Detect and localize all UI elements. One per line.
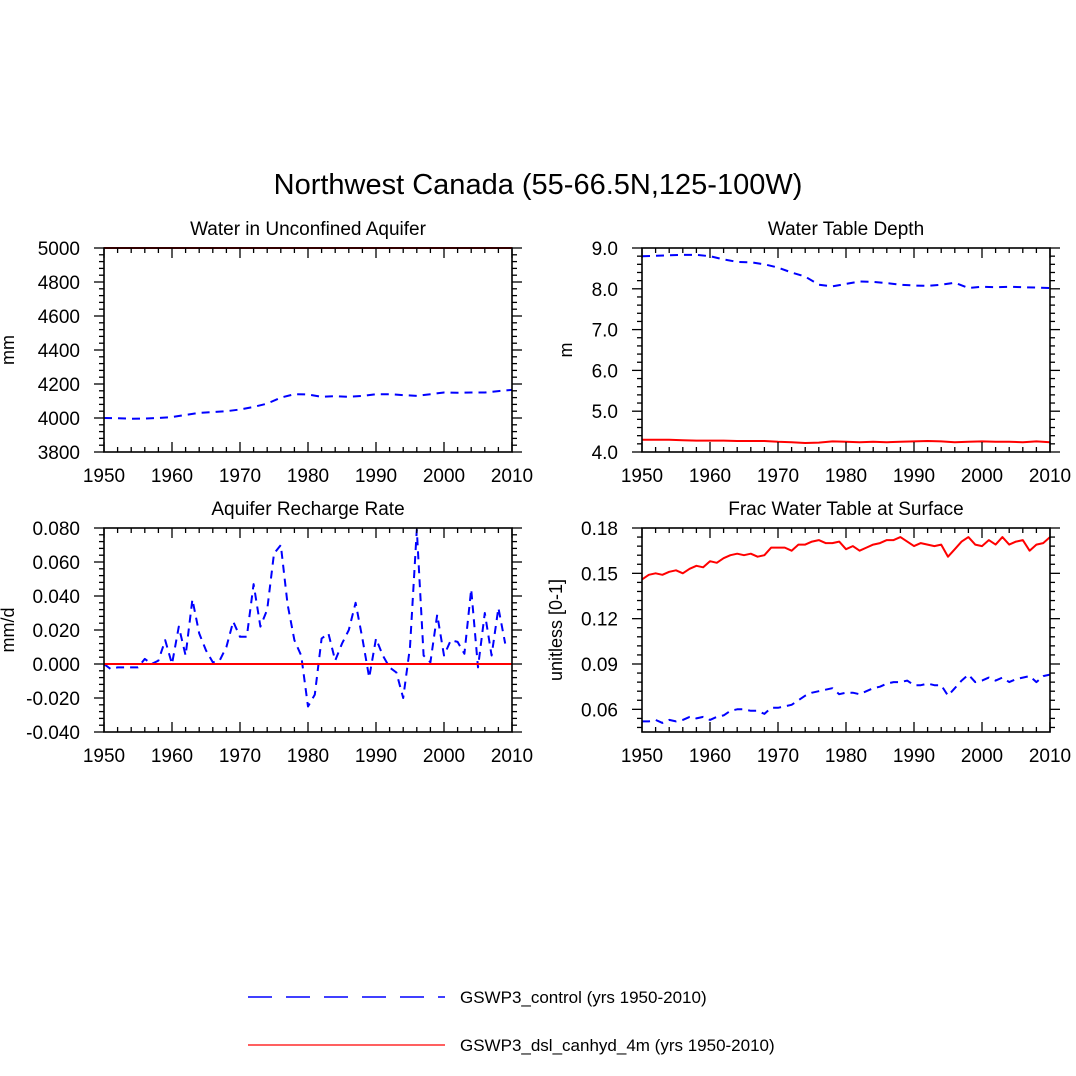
x-tick-label: 2000 [423,746,465,767]
x-tick-label: 1970 [219,466,261,487]
y-axis-label: mm/d [0,608,18,653]
y-tick-label: 4200 [38,375,80,396]
y-tick-label: 0.12 [581,610,618,631]
y-tick-label: 4000 [38,409,80,430]
x-tick-label: 1990 [893,746,935,767]
plot-frame [103,247,513,453]
x-tick-label: 2000 [961,466,1003,487]
x-tick-label: 1960 [151,746,193,767]
subplot-title: Aquifer Recharge Rate [211,499,404,520]
y-tick-label: 0.060 [32,553,80,574]
series-line-gswp3-dsl-canhyd-4m [642,536,1050,581]
x-tick-label: 2000 [423,466,465,487]
x-tick-label: 2010 [491,466,533,487]
x-tick-label: 1950 [83,466,125,487]
y-tick-label: 0.09 [581,655,618,676]
y-axis-label: unitless [0-1] [546,579,566,681]
x-tick-label: 1980 [287,746,329,767]
panel-frac-water-table-at-surface: Frac Water Table at Surface unitless [0-1… [546,499,1071,767]
subplot-title: Water Table Depth [768,219,924,240]
series-line-gswp3-control [642,673,1050,724]
y-tick-label: 4400 [38,341,80,362]
y-axis-label: m [556,343,576,358]
y-tick-label: 8.0 [592,280,618,301]
plot-frame [103,527,513,733]
y-tick-label: 0.040 [32,587,80,608]
y-tick-label: 4800 [38,273,80,294]
x-tick-label: 1950 [83,746,125,767]
x-tick-label: 1960 [689,466,731,487]
panel-water-table-depth: Water Table Depth m 1950 1960 1970 1980 1990 20… [556,219,1071,487]
y-tick-label: -0.020 [26,689,80,710]
series-line-gswp3-control [642,253,1050,289]
y-tick-label: 6.0 [592,361,618,382]
y-tick-label: -0.040 [26,723,80,744]
x-tick-label: 2010 [491,746,533,767]
y-tick-label: 4.0 [592,443,618,464]
plot-frame [641,247,1051,453]
x-tick-label: 2010 [1029,746,1071,767]
x-tick-label: 1950 [621,746,663,767]
x-tick-label: 2000 [961,746,1003,767]
series-line-gswp3-control [104,388,512,420]
x-tick-label: 1960 [689,746,731,767]
series-line-gswp3-control [104,528,507,708]
legend-label-control: GSWP3_control (yrs 1950-2010) [460,988,707,1007]
y-tick-label: 5.0 [592,402,618,423]
y-tick-label: 0.000 [32,655,80,676]
y-tick-label: 0.080 [32,519,80,540]
x-tick-label: 1970 [757,466,799,487]
x-tick-label: 1980 [287,466,329,487]
y-tick-label: 9.0 [592,239,618,260]
subplot-title: Frac Water Table at Surface [728,499,964,520]
x-tick-label: 2010 [1029,466,1071,487]
x-tick-label: 1990 [355,466,397,487]
series-line-gswp3-dsl-canhyd-4m [642,438,1050,444]
figure-title: Northwest Canada (55-66.5N,125-100W) [274,169,803,201]
x-tick-label: 1980 [825,746,867,767]
x-tick-label: 1990 [893,466,935,487]
y-tick-label: 0.020 [32,621,80,642]
x-tick-label: 1950 [621,466,663,487]
y-tick-label: 7.0 [592,321,618,342]
y-tick-label: 3800 [38,443,80,464]
legend-label-dsl: GSWP3_dsl_canhyd_4m (yrs 1950-2010) [460,1036,775,1055]
y-tick-label: 0.15 [581,564,618,585]
panel-water-in-unconfined-aquifer: Water in Unconfined Aquifer mm 1950 1960 197… [0,219,533,487]
panel-aquifer-recharge-rate: Aquifer Recharge Rate mm/d 1950 1960 1970 198… [0,499,533,767]
subplot-title: Water in Unconfined Aquifer [190,219,427,240]
y-tick-label: 0.18 [581,519,618,540]
x-tick-label: 1970 [219,746,261,767]
x-tick-label: 1970 [757,746,799,767]
x-tick-label: 1980 [825,466,867,487]
y-tick-label: 0.06 [581,700,618,721]
x-tick-label: 1960 [151,466,193,487]
y-axis-label: mm [0,335,18,365]
y-tick-label: 5000 [38,239,80,260]
y-tick-label: 4600 [38,307,80,328]
legend: GSWP3_control (yrs 1950-2010) GSWP3_dsl_… [248,988,775,1055]
plot-frame [641,527,1051,733]
x-tick-label: 1990 [355,746,397,767]
